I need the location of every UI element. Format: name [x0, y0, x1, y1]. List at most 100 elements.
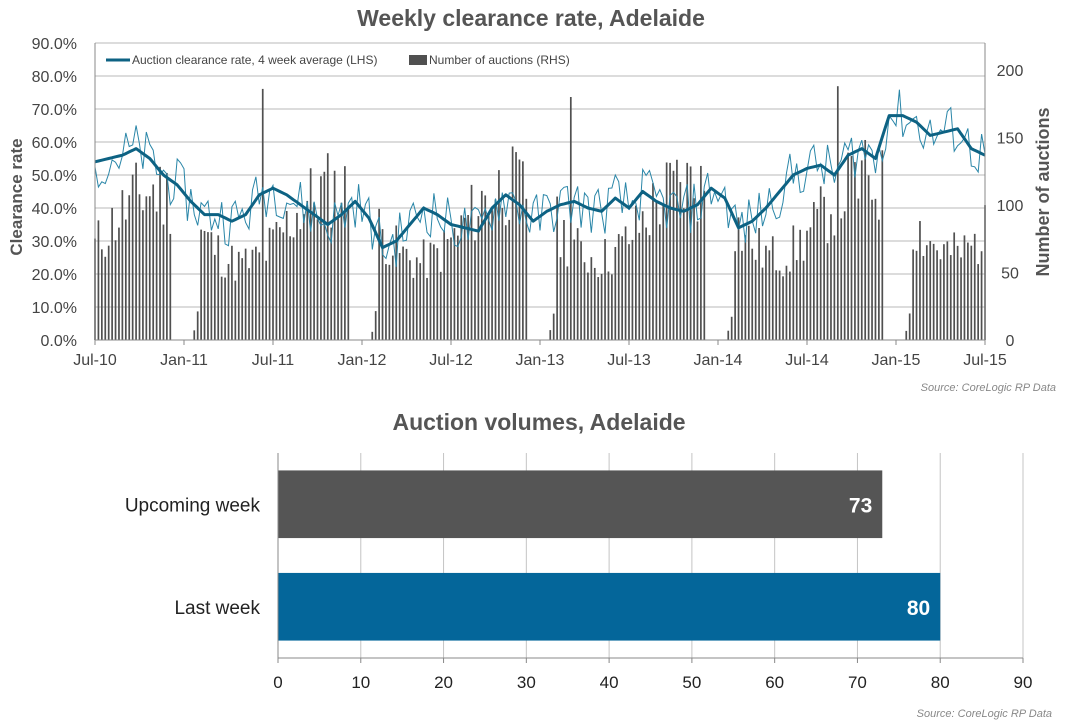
auction-bar [662, 205, 665, 340]
auction-bar [932, 243, 935, 340]
auction-bar [200, 229, 202, 340]
auction-bar [285, 210, 288, 340]
auction-bar [299, 229, 302, 340]
auction-bar [751, 248, 754, 340]
auction-bar [679, 182, 682, 340]
auction-bar [142, 210, 144, 340]
source-note: Source: CoreLogic RP Data [921, 382, 1056, 394]
auction-bar [669, 162, 671, 340]
auction-bar [268, 227, 271, 340]
y-tick-label: 50.0% [32, 168, 77, 185]
auction-bar [118, 227, 120, 340]
auction-bar [275, 221, 278, 340]
category-label: Upcoming week [125, 495, 261, 516]
auction-bar [309, 168, 312, 340]
auction-bar [296, 212, 298, 340]
right-axis-ticks: 0 50 100 150 200 [997, 63, 1024, 350]
y2-tick-label: 150 [997, 131, 1024, 148]
auction-bar [220, 276, 223, 340]
legend-bar-swatch [409, 55, 427, 65]
auction-bar [939, 259, 942, 340]
auction-bar [265, 260, 268, 340]
auction-bar [953, 232, 956, 340]
auction-bar [337, 216, 339, 340]
x-axis-ticks: Jul-10 Jan-11 Jul-11 Jan-12 Jul-12 Jan-13 Jul-… [73, 340, 1007, 369]
auction-bar [672, 170, 675, 340]
category-label: Last week [174, 598, 260, 619]
auction-bar [453, 228, 456, 340]
auction-bar [833, 235, 836, 340]
auction-bar [169, 233, 172, 340]
auction-bar [744, 235, 747, 340]
auction-bar [487, 213, 490, 340]
auction-bar [638, 232, 641, 340]
y2-tick-label: 100 [997, 198, 1024, 215]
auction-bar [977, 264, 980, 340]
auction-bar [980, 251, 983, 340]
auction-bar [734, 251, 736, 340]
auction-bar [559, 257, 562, 340]
auction-bar [754, 259, 757, 340]
auction-bar [747, 225, 750, 340]
auction-bar [768, 250, 771, 340]
x-tick-label: Jan-14 [694, 352, 743, 369]
auction-bar [258, 252, 261, 340]
chart-title: Weekly clearance rate, Adelaide [357, 5, 705, 31]
auction-bar [145, 196, 148, 340]
auction-bar [388, 264, 391, 340]
auction-bar [850, 156, 853, 340]
auction-bar [802, 260, 805, 340]
auction-bar [148, 196, 151, 340]
auction-bar [614, 246, 617, 340]
legend-line-label: Auction clearance rate, 4 week average (… [132, 53, 377, 67]
auction-bar [104, 256, 107, 340]
auction-bar [696, 221, 699, 340]
auction-bar [217, 235, 220, 340]
auction-bar [282, 232, 285, 340]
auction-bar [819, 186, 822, 340]
auction-bar [549, 330, 552, 340]
chart-title: Auction volumes, Adelaide [392, 409, 685, 435]
auction-bar [682, 208, 685, 340]
auction-bar [621, 236, 624, 340]
auction-bar [590, 257, 593, 340]
auction-bar [929, 241, 932, 340]
auction-bar [593, 267, 596, 340]
auction-bar [775, 270, 778, 340]
x-tick-label: 50 [682, 673, 701, 692]
auction-bar [470, 184, 473, 340]
auction-bar [758, 227, 760, 340]
auction-bar [658, 224, 661, 340]
auction-bar [166, 172, 168, 340]
volume-bar [278, 470, 883, 539]
auction-bar [645, 227, 647, 340]
auction-bar [617, 234, 620, 340]
auction-bar [580, 241, 582, 340]
auction-bar [806, 230, 808, 340]
auction-bar [607, 271, 610, 340]
y-tick-label: 60.0% [32, 135, 77, 152]
auction-bar [795, 260, 798, 340]
volume-bars: 73 Upcoming week 80 Last week [125, 470, 941, 641]
auction-bar [498, 170, 500, 340]
auction-bar [676, 159, 678, 340]
auction-bar [686, 162, 689, 340]
volume-bar [278, 572, 941, 641]
auction-bar [960, 257, 962, 340]
auction-bar [409, 260, 411, 340]
auction-bar [340, 202, 343, 340]
auction-bar [867, 175, 870, 340]
auction-bar [477, 216, 480, 340]
auction-bar [792, 225, 795, 340]
auction-bar [138, 194, 141, 340]
auction-bar [227, 263, 230, 340]
auction-bar [320, 176, 322, 340]
legend-bar-label: Number of auctions (RHS) [429, 53, 570, 67]
auction-bar [771, 236, 774, 340]
auction-bar [278, 227, 281, 340]
auction-bar [634, 205, 637, 340]
auction-bar [385, 264, 387, 340]
axes [277, 453, 1023, 659]
auction-bar [703, 190, 706, 340]
auction-bar [840, 218, 843, 340]
